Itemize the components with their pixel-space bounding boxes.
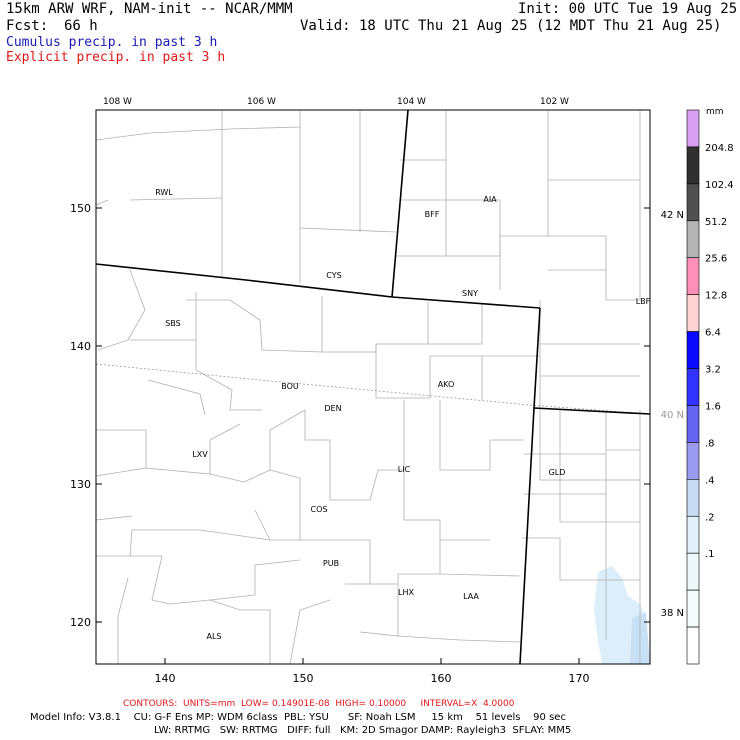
legend-explicit: Explicit precip. in past 3 h [6,50,226,65]
county-boundaries [95,110,641,665]
x-tick-label: 140 [155,672,176,685]
station-label: LAA [463,592,479,601]
precip-area [594,566,650,664]
lat-line-40n [95,363,651,415]
legend-cumulus: Cumulus precip. in past 3 h [6,35,218,50]
x-tick-label: 150 [293,672,314,685]
colorbar-label: 25.6 [705,254,727,265]
station-label: SBS [165,319,181,328]
station-label: BOU [281,382,299,391]
top-lon-label: 108 W [103,97,132,107]
station-label: CYS [326,271,341,280]
colorbar-swatch [686,183,700,222]
colorbar-label: .1 [705,549,715,560]
colorbar-swatch [686,109,700,148]
station-label: BFF [425,210,440,219]
top-lon-label: 104 W [397,97,426,107]
station-label: GLD [549,468,566,477]
x-tick-label: 170 [569,672,590,685]
colorbar-label: 1.6 [705,401,721,412]
colorbar-label: 102.4 [705,180,734,191]
colorbar-label: 51.2 [705,217,727,228]
lat-label: 40 N [661,410,684,421]
map-frame [95,109,651,665]
station-label: SNY [462,289,478,298]
colorbar [686,109,700,665]
colorbar-swatch [686,257,700,295]
colorbar-label: .8 [705,438,715,449]
y-tick-label: 140 [70,340,91,353]
colorbar-swatch [686,294,700,332]
station-label: DEN [324,404,341,413]
colorbar-label: .4 [705,475,715,486]
colorbar-label: .2 [705,512,715,523]
station-label: PUB [323,559,339,568]
contours-info: CONTOURS: UNITS=mm LOW= 0.14901E-08 HIGH… [123,699,515,709]
colorbar-swatch [686,442,700,480]
station-label: LHX [398,588,414,597]
colorbar-label: 204.8 [705,143,734,154]
model-info-line-1: Model Info: V3.8.1 CU: G-F Ens MP: WDM 6… [30,712,566,723]
valid-time: Valid: 18 UTC Thu 21 Aug 25 (12 MDT Thu … [300,18,722,34]
init-time: Init: 00 UTC Tue 19 Aug 25 [518,1,738,17]
colorbar-swatch [686,589,700,628]
colorbar-swatch [686,331,700,369]
model-info-line-2: LW: RRTMG SW: RRTMG DIFF: full KM: 2D Sm… [154,725,572,736]
station-label: LIC [398,465,411,474]
station-label: RWL [155,188,173,197]
y-tick-label: 120 [70,616,91,629]
colorbar-swatch [686,479,700,517]
colorbar-label: 3.2 [705,365,721,376]
top-lon-label: 102 W [540,97,569,107]
station-label: AIA [483,195,497,204]
lat-label: 42 N [661,210,684,221]
lat-label: 38 N [661,608,684,619]
y-tick-label: 130 [70,478,91,491]
colorbar-swatch [686,368,700,406]
colorbar-swatch [686,146,700,185]
colorbar-unit: mm [706,107,724,117]
y-tick-label: 150 [70,202,91,215]
station-label: COS [311,505,328,514]
forecast-label: Fcst: [6,18,49,34]
station-label: AKO [438,380,455,389]
station-label: LXV [192,450,208,459]
axis-ticks [96,207,650,664]
colorbar-swatch [686,405,700,443]
x-tick-label: 160 [431,672,452,685]
colorbar-swatch [686,552,700,591]
state-boundaries [95,109,651,665]
forecast-hour: 66 h [64,18,98,34]
top-lon-label: 106 W [247,97,276,107]
station-label: ALS [206,632,221,641]
colorbar-swatch [686,220,700,259]
colorbar-label: 12.8 [705,291,727,302]
colorbar-swatch [686,626,700,665]
station-label: LBF [636,297,651,306]
model-title: 15km ARW WRF, NAM-init -- NCAR/MMM [6,1,293,17]
colorbar-swatch [686,515,700,554]
colorbar-label: 6.4 [705,328,721,339]
